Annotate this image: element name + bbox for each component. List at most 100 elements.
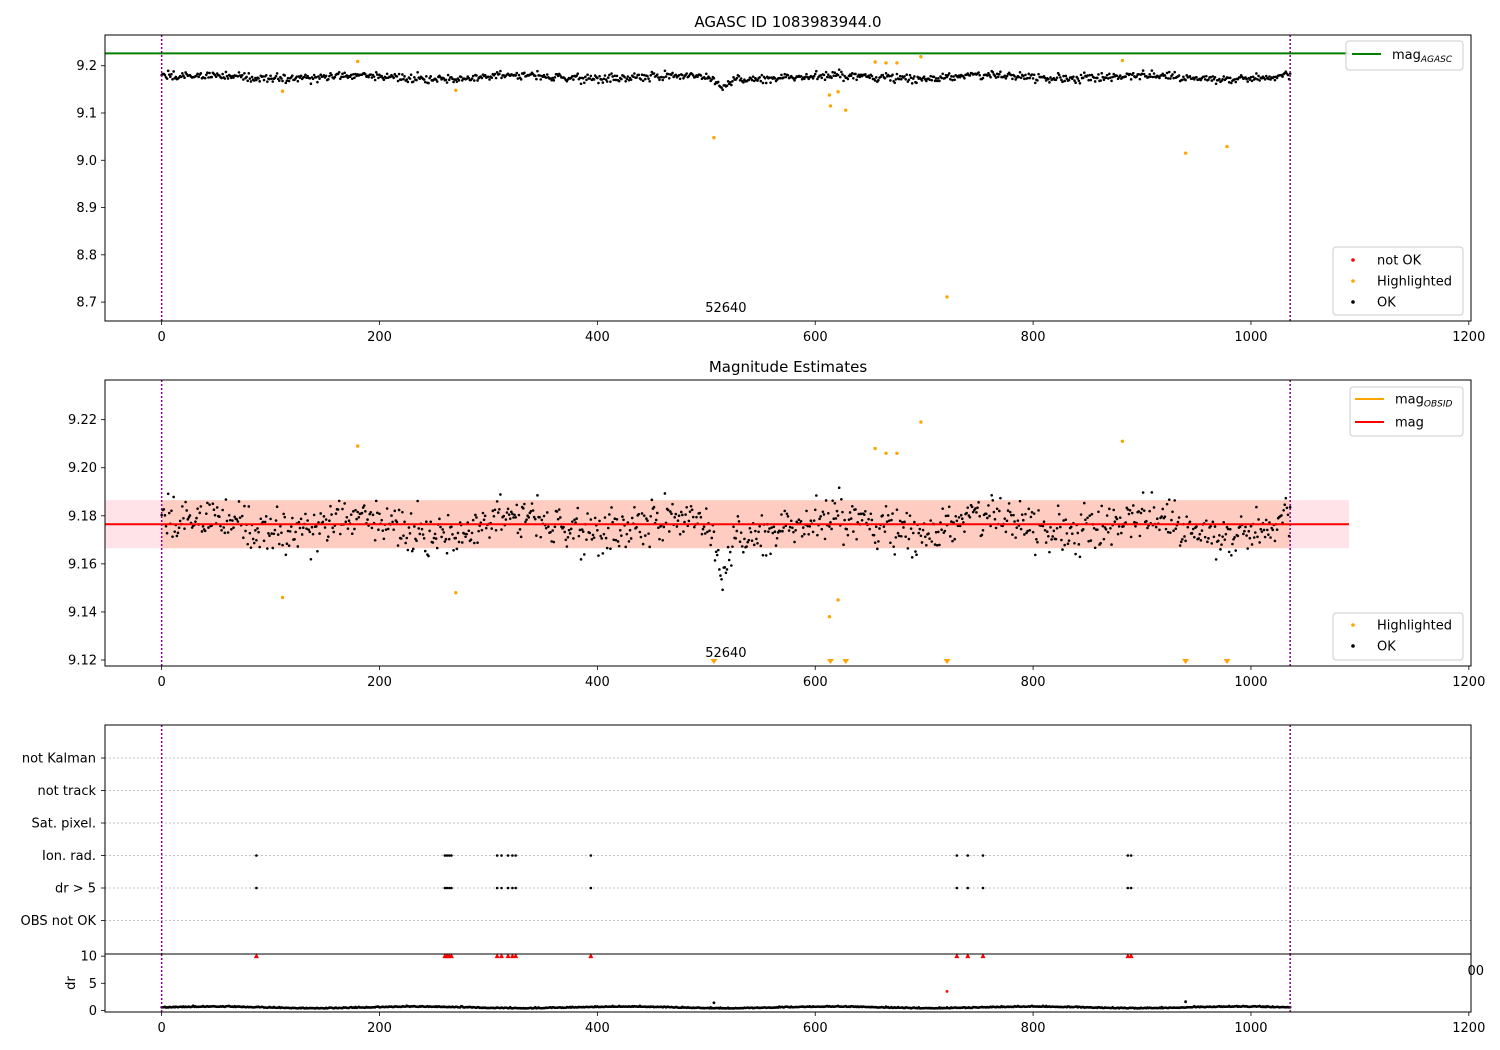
ok-point [1181,538,1184,541]
ok-point [494,76,498,80]
ok-point [949,77,952,81]
ok-point [455,547,459,551]
ok-point [1005,519,1009,523]
ok-point [639,535,643,539]
ok-point [721,588,724,592]
ok-point [396,79,400,83]
ok-point [516,531,520,535]
ok-point [1110,79,1113,83]
ok-point [271,546,275,550]
ok-point [364,72,367,76]
ok-point [585,538,588,541]
flag-point [500,854,503,857]
ok-point [888,519,891,522]
ok-point [959,513,963,517]
ok-point [271,80,275,83]
ok-point [565,545,569,548]
ok-point [1108,507,1111,511]
ok-point [1056,504,1060,507]
ok-point [396,544,400,547]
ok-point [301,526,305,529]
ok-point [1188,75,1192,78]
ok-point [876,547,879,551]
ok-point [805,509,808,513]
ok-point [515,503,519,507]
highlighted-point [356,59,360,64]
ok-point [556,517,560,521]
ok-point [734,537,738,540]
ok-point [304,73,307,77]
ok-point [231,519,234,522]
panel-title: AGASC ID 1083983944.0 [694,13,881,31]
ok-point [822,73,826,77]
ok-point [475,74,478,77]
ok-point [941,507,944,510]
flag-point [1126,886,1130,890]
ok-point [411,80,415,84]
ok-point [1024,73,1027,77]
ok-point [829,520,832,524]
ok-point [318,532,321,535]
ok-point [532,515,536,519]
ok-point [779,529,782,533]
ok-point [1260,530,1264,533]
ok-point [989,524,992,528]
ok-point [1055,76,1059,79]
legend-marker [1351,623,1355,627]
ok-point [1036,540,1039,544]
ok-point [752,543,756,547]
ok-point [425,75,428,78]
ok-point [1052,529,1056,533]
ok-point [1160,515,1163,518]
ok-point [1172,529,1175,532]
ok-point [815,69,818,73]
ok-point [1128,72,1132,76]
ok-point [506,507,510,511]
ok-point [1167,498,1171,501]
flag-label: not track [37,784,96,799]
ok-point [678,532,682,536]
ok-point [1169,531,1172,534]
ok-point [597,81,600,85]
ok-point [712,530,716,534]
ok-point [1273,539,1277,543]
ok-point [635,76,638,79]
stray-tick-label: 00 [1467,964,1484,979]
ok-point [465,532,468,536]
ok-point [805,72,808,76]
ok-point [226,531,230,534]
ok-point [329,504,332,508]
ok-point [914,550,917,553]
ok-point [357,515,361,519]
ok-point [1088,514,1092,517]
ok-point [690,508,694,512]
ok-point [1190,532,1194,535]
ok-point [181,72,184,75]
ok-point [840,497,843,501]
ok-point [893,81,897,85]
ok-point [507,513,511,516]
ok-point [737,520,741,523]
ok-point [399,537,403,540]
ok-point [1050,538,1053,541]
ok-point [610,72,613,75]
ok-point [652,72,656,75]
ok-point [803,532,806,536]
ok-point [1203,78,1207,81]
ok-point [1076,77,1080,80]
ok-point [685,72,688,75]
ok-point [356,510,360,514]
ok-point [609,547,612,551]
flag-point [589,854,593,857]
ok-point [769,552,772,556]
ok-point [481,511,485,515]
ok-point [277,79,281,83]
ok-point [1244,525,1247,529]
ok-point [296,545,300,548]
ok-point [779,76,782,80]
ok-point [415,78,418,82]
flag-point [255,886,258,890]
ok-point [1271,528,1275,532]
ok-point [240,73,244,77]
ok-point [184,500,187,504]
